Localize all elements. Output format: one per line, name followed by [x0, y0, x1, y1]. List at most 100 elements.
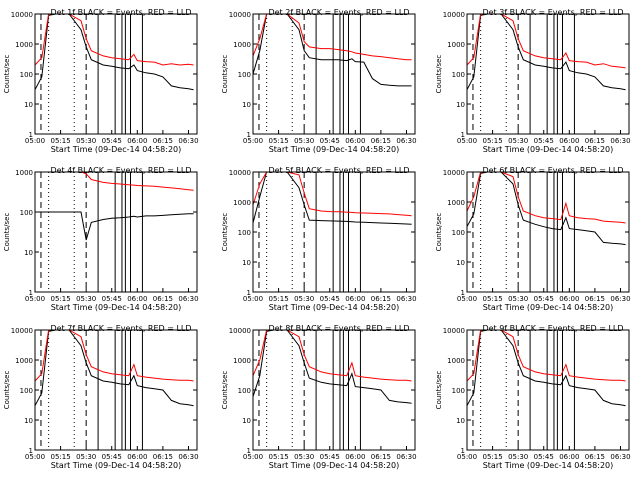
y-axis-label: Counts/sec [435, 371, 443, 410]
x-tick-label: 06:00 [559, 295, 579, 303]
x-axis-label: Start Time (09-Dec-14 04:58:20) [483, 145, 614, 154]
y-tick-label: 100 [20, 71, 33, 79]
series-line-lld [252, 171, 412, 217]
x-tick-label: 06:15 [371, 453, 391, 461]
x-tick-label: 06:00 [127, 295, 147, 303]
y-tick-label: 10000 [11, 11, 33, 19]
x-axis-label: Start Time (09-Dec-14 04:58:20) [51, 461, 182, 470]
x-tick-label: 05:15 [50, 137, 70, 145]
y-tick-label: 1000 [15, 169, 33, 177]
y-tick-label: 1 [247, 289, 251, 297]
y-tick-label: 1000 [447, 41, 465, 49]
x-tick-label: 05:30 [76, 137, 96, 145]
x-tick-label: 06:15 [585, 295, 605, 303]
y-tick-label: 10 [24, 101, 33, 109]
x-tick-label: 05:30 [294, 137, 314, 145]
y-tick-label: 100 [20, 387, 33, 395]
panel-title: Det 1f BLACK = Events, RED = LLD [50, 8, 191, 17]
x-tick-label: 05:45 [320, 295, 340, 303]
x-tick-label: 05:00 [25, 137, 45, 145]
x-tick-label: 05:00 [25, 453, 45, 461]
y-axis-label: Counts/sec [221, 371, 229, 410]
x-tick-label: 05:30 [508, 453, 528, 461]
x-tick-label: 06:15 [585, 137, 605, 145]
x-tick-label: 05:45 [534, 453, 554, 461]
x-tick-label: 05:45 [320, 137, 340, 145]
series-line-lld [466, 329, 626, 382]
y-tick-label: 1 [29, 131, 33, 139]
detector-panel-6: 1 10 100 1000 10000 05:00 05:15 05:30 05:45 06:00… [435, 166, 631, 312]
x-tick-label: 06:00 [345, 453, 365, 461]
series-line-lld [34, 13, 194, 66]
y-tick-label: 10000 [443, 327, 465, 335]
x-tick-label: 05:00 [25, 295, 45, 303]
detector-panel-9: 1 10 100 1000 10000 05:00 05:15 05:30 05:45 06:00… [435, 324, 631, 470]
y-tick-label: 100 [452, 229, 465, 237]
x-tick-label: 05:15 [50, 295, 70, 303]
y-tick-label: 1000 [15, 41, 33, 49]
y-tick-label: 1000 [447, 199, 465, 207]
detector-panel-2: 1 10 100 1000 10000 05:00 05:15 05:30 05:45 06:00… [221, 8, 417, 154]
x-tick-label: 05:15 [482, 295, 502, 303]
plot-frame [466, 171, 630, 293]
x-tick-label: 05:15 [482, 453, 502, 461]
x-tick-label: 06:30 [610, 137, 630, 145]
y-axis-label: Counts/sec [3, 55, 11, 94]
x-tick-label: 06:15 [585, 453, 605, 461]
series-line-events [34, 13, 194, 91]
series-line-events [34, 329, 194, 407]
detector-panel-3: 1 10 100 1000 10000 05:00 05:15 05:30 05:45 06:00… [435, 8, 631, 154]
x-tick-label: 05:00 [457, 295, 477, 303]
x-axis-label: Start Time (09-Dec-14 04:58:20) [51, 145, 182, 154]
y-axis-label: Counts/sec [3, 371, 11, 410]
y-tick-label: 1 [29, 289, 33, 297]
y-tick-label: 10 [242, 417, 251, 425]
y-tick-label: 1 [461, 131, 465, 139]
x-tick-label: 06:15 [371, 295, 391, 303]
series-line-lld [34, 329, 194, 382]
detector-panel-5: 1 10 100 1000 10000 05:00 05:15 05:30 05:45 06:00… [221, 166, 417, 312]
y-tick-label: 10 [456, 417, 465, 425]
x-tick-label: 05:30 [76, 295, 96, 303]
y-axis-label: Counts/sec [435, 55, 443, 94]
y-axis-label: Counts/sec [221, 213, 229, 252]
x-tick-label: 05:00 [243, 453, 263, 461]
panel-title: Det 2f BLACK = Events, RED = LLD [268, 8, 409, 17]
x-tick-label: 06:30 [610, 295, 630, 303]
detector-panel-1: 1 10 100 1000 10000 05:00 05:15 05:30 05:45 06:00… [3, 8, 199, 154]
x-tick-label: 05:15 [50, 453, 70, 461]
y-axis-label: Counts/sec [3, 213, 11, 252]
plot-frame [252, 13, 416, 135]
x-tick-label: 05:00 [243, 295, 263, 303]
series-line-events [252, 171, 412, 225]
plot-frame [466, 13, 630, 135]
x-tick-label: 06:30 [396, 137, 416, 145]
y-tick-label: 1 [461, 289, 465, 297]
x-tick-label: 05:30 [294, 453, 314, 461]
x-tick-label: 06:15 [371, 137, 391, 145]
x-tick-label: 05:45 [534, 295, 554, 303]
series-line-lld [466, 171, 626, 224]
series-line-events [466, 13, 626, 91]
series-line-events [466, 329, 626, 407]
panel-title: Det 7f BLACK = Events, RED = LLD [50, 324, 191, 333]
x-tick-label: 05:00 [457, 453, 477, 461]
x-axis-label: Start Time (09-Dec-14 04:58:20) [483, 303, 614, 312]
y-tick-label: 10 [242, 101, 251, 109]
series-line-lld [466, 13, 626, 69]
y-tick-label: 100 [238, 387, 251, 395]
series-line-lld [252, 13, 412, 61]
y-axis-label: Counts/sec [435, 213, 443, 252]
x-tick-label: 06:30 [610, 453, 630, 461]
y-axis-label: Counts/sec [221, 55, 229, 94]
plot-frame [34, 13, 198, 135]
x-tick-label: 06:00 [345, 137, 365, 145]
y-tick-label: 10000 [443, 169, 465, 177]
x-tick-label: 06:30 [178, 295, 198, 303]
y-tick-label: 1 [461, 447, 465, 455]
y-tick-label: 10 [24, 417, 33, 425]
x-tick-label: 05:15 [268, 137, 288, 145]
x-tick-label: 05:15 [482, 137, 502, 145]
x-tick-label: 05:30 [508, 137, 528, 145]
y-tick-label: 10000 [229, 327, 251, 335]
